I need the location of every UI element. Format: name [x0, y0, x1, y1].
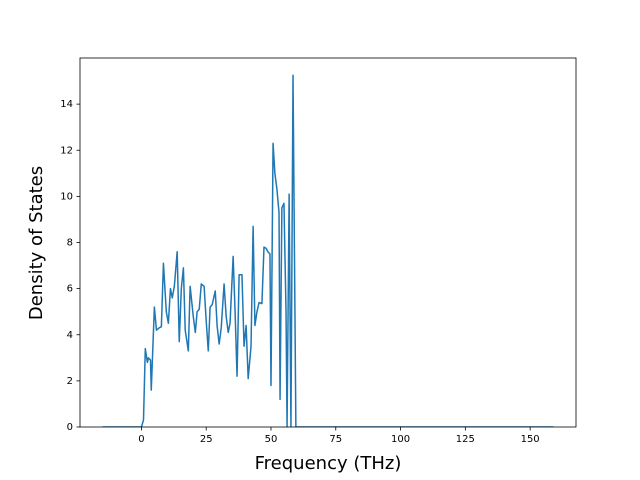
x-tick-label: 100: [391, 434, 410, 445]
x-tick-label: 125: [456, 434, 475, 445]
x-tick-label: 0: [138, 434, 144, 445]
y-tick-label: 14: [60, 99, 73, 110]
x-tick-label: 150: [521, 434, 540, 445]
y-axis-label: Density of States: [26, 166, 47, 320]
y-tick-label: 8: [67, 238, 73, 249]
x-axis-label: Frequency (THz): [255, 453, 402, 474]
y-tick-label: 6: [67, 284, 73, 295]
y-tick-label: 10: [60, 191, 73, 202]
data-line: [102, 74, 554, 427]
y-tick-label: 0: [67, 422, 73, 433]
x-tick-label: 50: [265, 434, 278, 445]
y-tick-label: 2: [67, 376, 73, 387]
y-tick-label: 4: [67, 330, 73, 341]
plot-frame: [79, 57, 577, 428]
x-tick-label: 25: [200, 434, 213, 445]
x-tick-label: 75: [329, 434, 342, 445]
y-tick-label: 12: [60, 145, 73, 156]
